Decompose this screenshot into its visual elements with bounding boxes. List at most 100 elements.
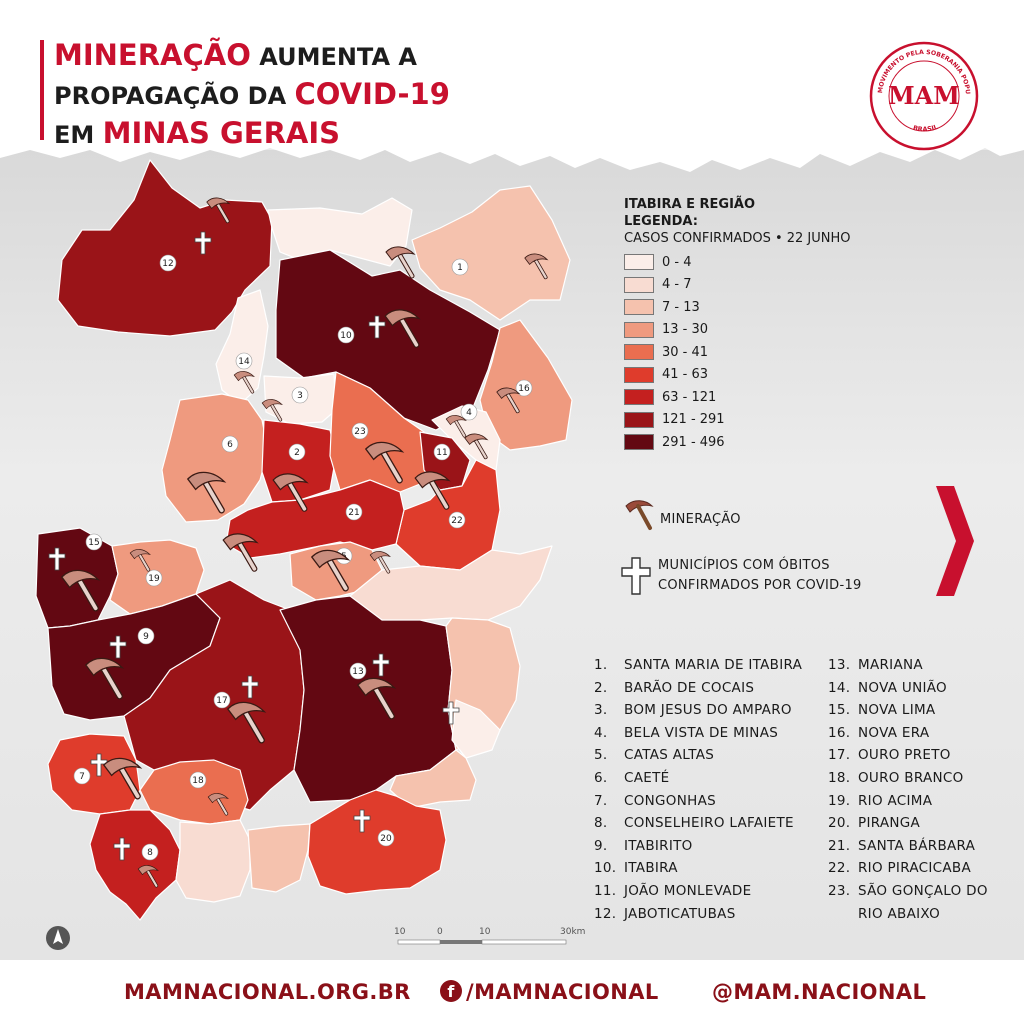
legend-class: 41 - 63 — [624, 364, 924, 387]
torn-paper-banner — [0, 0, 1024, 172]
municipality-name: BOM JESUS DO AMPARO — [624, 702, 792, 719]
title-red-3: MINAS GERAIS — [102, 116, 341, 150]
municipality-number: 12. — [594, 905, 617, 922]
site-link[interactable]: MAMNACIONAL.ORG.BR — [124, 980, 411, 1004]
svg-text:11: 11 — [436, 448, 447, 458]
pickaxe-icon — [310, 549, 351, 592]
municipality-name: SANTA MARIA DE ITABIRA — [624, 657, 803, 673]
region-s-a — [175, 819, 251, 903]
pickaxe-icon — [137, 865, 159, 888]
municipality-number: 14. — [828, 679, 851, 696]
cross-icon — [621, 557, 651, 595]
legend-class-label: 41 - 63 — [662, 367, 709, 383]
municipality-item: 20. PIRANGA — [828, 812, 988, 835]
svg-text:22: 22 — [451, 516, 462, 526]
legend-class-label: 291 - 496 — [662, 434, 725, 450]
svg-text:10: 10 — [394, 927, 406, 937]
legend-region: ITABIRA E REGIÃO — [624, 197, 756, 212]
legend-title: LEGENDA: — [624, 214, 698, 229]
cross-icon — [442, 701, 460, 725]
legend-deaths: MUNICÍPIOS COM ÓBITOS CONFIRMADOS POR CO… — [620, 556, 862, 596]
municipality-item: 15. NOVA LIMA — [828, 699, 988, 722]
municipality-name: OURO PRETO — [858, 747, 951, 764]
map-label-9: 9 — [137, 627, 155, 645]
municipality-item: 4. BELA VISTA DE MINAS — [594, 722, 802, 745]
municipality-number: 20. — [828, 815, 851, 832]
municipality-item: 23. SÃO GONÇALO DO — [828, 880, 988, 903]
legend-deaths-label-1: MUNICÍPIOS COM ÓBITOS — [658, 558, 830, 573]
municipality-name: NOVA LIMA — [858, 702, 936, 719]
region-20 — [307, 789, 447, 895]
municipality-number: 21. — [828, 837, 851, 854]
scale-bar: 10 0 10 30km — [394, 927, 585, 945]
legend-swatch — [624, 254, 654, 271]
cross-icon — [194, 231, 212, 255]
legend-class-label: 30 - 41 — [662, 344, 709, 360]
legend-swatch — [624, 411, 654, 428]
municipality-item: 17. OURO PRETO — [828, 744, 988, 767]
mam-logo: MOVIMENTO PELA SOBERANIA POPULAR NA MINE… — [868, 40, 979, 151]
svg-text:30km: 30km — [560, 927, 585, 937]
svg-text:4: 4 — [466, 408, 472, 418]
region-6 — [161, 393, 269, 523]
pickaxe-icon — [445, 415, 467, 438]
svg-text:0: 0 — [437, 927, 443, 937]
municipality-item: 13. MARIANA — [828, 654, 988, 677]
municipality-item: 6. CAETÉ — [594, 767, 802, 790]
pickaxe-icon — [384, 309, 421, 348]
legend-class: 30 - 41 — [624, 341, 924, 364]
page-title: MINERAÇÃO AUMENTA A PROPAGAÇÃO DA COVID-… — [54, 38, 450, 155]
svg-text:3: 3 — [297, 391, 303, 401]
municipality-name: ITABIRITO — [624, 837, 693, 854]
municipality-item: 9. ITABIRITO — [594, 835, 802, 858]
facebook-link[interactable]: f/MAMNACIONAL — [440, 980, 659, 1004]
municipality-number: 1. — [594, 657, 608, 673]
pickaxe-icon — [524, 253, 549, 280]
region-1 — [411, 185, 571, 321]
svg-text:1: 1 — [457, 263, 463, 273]
municipality-name: PIRANGA — [858, 815, 921, 832]
pickaxe-icon — [226, 701, 267, 744]
municipality-name: CAETÉ — [624, 769, 670, 786]
legend-swatch — [624, 389, 654, 406]
municipality-number: 10. — [594, 860, 617, 877]
municipality-number: 6. — [594, 769, 608, 786]
municipality-item: 2. BARÃO DE COCAIS — [594, 677, 802, 700]
municipality-item: 7. CONGONHAS — [594, 790, 802, 813]
svg-text:10: 10 — [340, 331, 352, 341]
municipality-number: 4. — [594, 724, 608, 741]
municipality-number: 17. — [828, 747, 851, 764]
instagram-link[interactable]: @MAM.NACIONAL — [712, 980, 927, 1004]
pickaxe-icon — [84, 657, 125, 700]
svg-text:23: 23 — [354, 427, 365, 437]
municipality-item: 12. JABOTICATUBAS — [594, 903, 802, 926]
region-s-b — [247, 823, 311, 893]
municipality-item: 8. CONSELHEIRO LAFAIETE — [594, 812, 802, 835]
legend-class-label: 7 - 13 — [662, 299, 700, 315]
municipality-name: ITABIRA — [624, 860, 678, 877]
municipality-name: NOVA UNIÃO — [858, 679, 947, 696]
map-label-4: 4 — [460, 403, 478, 421]
map-label-11: 11 — [433, 443, 451, 461]
legend-mining-label: MINERAÇÃO — [660, 512, 741, 527]
municipality-number: 9. — [594, 837, 608, 854]
legend-class-label: 0 - 4 — [662, 254, 692, 270]
legend-class-label: 4 - 7 — [662, 277, 692, 293]
legend-class: 4 - 7 — [624, 274, 924, 297]
municipality-item: 11. JOÃO MONLEVADE — [594, 880, 802, 903]
chevron-right-icon[interactable] — [934, 486, 974, 596]
pickaxe-icon — [207, 793, 229, 816]
title-dark-3: EM — [54, 121, 103, 149]
legend-class: 0 - 4 — [624, 251, 924, 274]
municipality-name: BELA VISTA DE MINAS — [624, 724, 779, 741]
municipality-number: 23. — [828, 882, 851, 899]
legend-subtitle: CASOS CONFIRMADOS • 22 JUNHO — [624, 231, 851, 246]
map-label-20: 20 — [377, 829, 395, 847]
pickaxe-icon — [102, 757, 143, 800]
pickaxe-icon — [625, 500, 654, 530]
municipality-number: 5. — [594, 747, 608, 764]
municipality-number: 19. — [828, 792, 851, 809]
map-label-6: 6 — [221, 435, 239, 453]
pickaxe-icon — [272, 473, 309, 512]
legend-class-label: 13 - 30 — [662, 322, 709, 338]
